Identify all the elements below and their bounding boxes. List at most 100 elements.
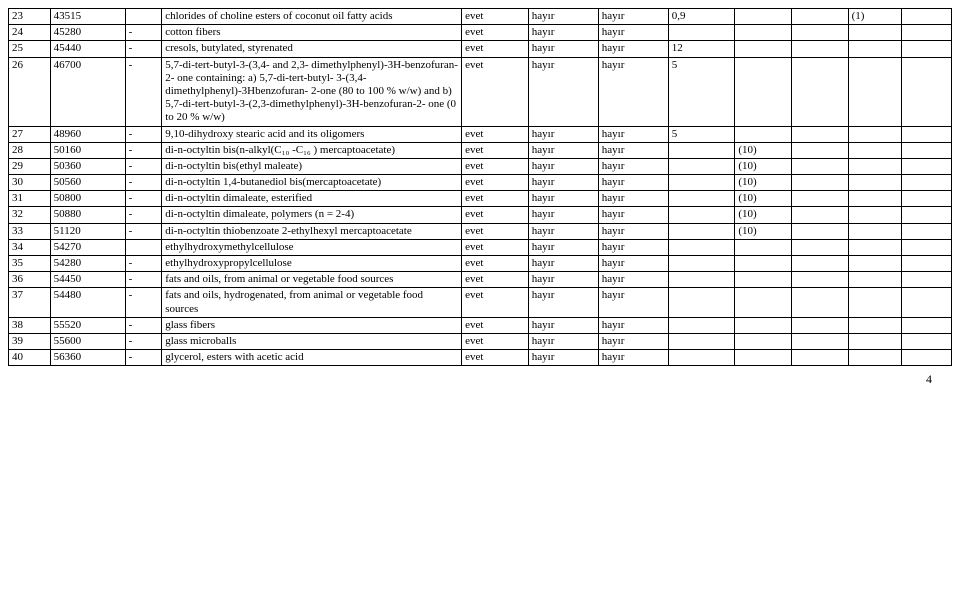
table-cell	[901, 350, 951, 366]
table-row: 2545440-cresols, butylated, styrenatedev…	[9, 41, 952, 57]
table-cell: hayır	[528, 272, 598, 288]
table-cell: evet	[462, 175, 529, 191]
table-cell	[792, 223, 849, 239]
table-cell: 46700	[50, 57, 125, 126]
table-cell	[848, 317, 901, 333]
table-cell	[668, 175, 735, 191]
table-cell: hayır	[598, 256, 668, 272]
table-cell: hayır	[528, 142, 598, 158]
table-cell	[735, 57, 792, 126]
table-cell: fats and oils, from animal or vegetable …	[162, 272, 462, 288]
table-cell	[792, 272, 849, 288]
table-cell	[901, 175, 951, 191]
table-cell: 50800	[50, 191, 125, 207]
table-cell: hayır	[598, 207, 668, 223]
table-cell	[848, 223, 901, 239]
table-cell: -	[125, 158, 162, 174]
table-cell: hayır	[528, 317, 598, 333]
table-cell: -	[125, 25, 162, 41]
table-cell	[792, 317, 849, 333]
table-cell	[668, 333, 735, 349]
table-cell	[668, 191, 735, 207]
table-row: 3554280-ethylhydroxypropylcelluloseeveth…	[9, 256, 952, 272]
table-cell: hayır	[528, 223, 598, 239]
table-cell	[668, 158, 735, 174]
table-cell: ethylhydroxymethylcellulose	[162, 239, 462, 255]
table-cell: di-n-octyltin 1,4-butanediol bis(mercapt…	[162, 175, 462, 191]
table-cell: 29	[9, 158, 51, 174]
table-cell	[848, 288, 901, 317]
table-cell: chlorides of choline esters of coconut o…	[162, 9, 462, 25]
table-cell	[848, 272, 901, 288]
table-cell: 28	[9, 142, 51, 158]
table-cell	[792, 175, 849, 191]
table-cell: (10)	[735, 223, 792, 239]
table-cell: hayır	[528, 126, 598, 142]
table-cell	[901, 288, 951, 317]
table-cell: 40	[9, 350, 51, 366]
table-cell	[901, 126, 951, 142]
table-cell: 23	[9, 9, 51, 25]
table-cell: fats and oils, hydrogenated, from animal…	[162, 288, 462, 317]
table-row: 2748960-9,10-dihydroxy stearic acid and …	[9, 126, 952, 142]
table-cell	[901, 207, 951, 223]
table-cell	[848, 256, 901, 272]
table-cell: 34	[9, 239, 51, 255]
table-cell: hayır	[528, 256, 598, 272]
table-cell	[792, 191, 849, 207]
table-cell: (1)	[848, 9, 901, 25]
table-cell: hayır	[528, 158, 598, 174]
table-cell: hayır	[598, 288, 668, 317]
table-row: 3050560-di-n-octyltin 1,4-butanediol bis…	[9, 175, 952, 191]
table-cell	[735, 41, 792, 57]
table-cell: hayır	[598, 41, 668, 57]
table-row: 2646700-5,7-di-tert-butyl-3-(3,4- and 2,…	[9, 57, 952, 126]
table-cell: evet	[462, 223, 529, 239]
table-row: 2343515chlorides of choline esters of co…	[9, 9, 952, 25]
table-cell	[848, 142, 901, 158]
table-cell	[848, 207, 901, 223]
table-cell: hayır	[598, 350, 668, 366]
table-cell: hayır	[598, 9, 668, 25]
table-cell: hayır	[598, 175, 668, 191]
table-cell	[848, 350, 901, 366]
table-cell: hayır	[528, 57, 598, 126]
table-cell	[901, 191, 951, 207]
table-cell	[848, 25, 901, 41]
table-row: 2950360-di-n-octyltin bis(ethyl maleate)…	[9, 158, 952, 174]
table-cell: hayır	[598, 239, 668, 255]
table-cell: 56360	[50, 350, 125, 366]
table-cell	[848, 175, 901, 191]
table-cell: di-n-octyltin dimaleate, polymers (n = 2…	[162, 207, 462, 223]
table-cell	[125, 9, 162, 25]
table-cell: cotton fibers	[162, 25, 462, 41]
table-cell: 48960	[50, 126, 125, 142]
table-cell: 39	[9, 333, 51, 349]
table-cell	[901, 239, 951, 255]
table-cell: evet	[462, 158, 529, 174]
table-cell: 45280	[50, 25, 125, 41]
table-cell	[901, 158, 951, 174]
table-cell: (10)	[735, 207, 792, 223]
table-cell	[792, 239, 849, 255]
table-cell: evet	[462, 317, 529, 333]
table-cell: 50360	[50, 158, 125, 174]
table-cell	[792, 158, 849, 174]
table-cell	[901, 41, 951, 57]
table-cell	[735, 126, 792, 142]
table-cell: hayır	[598, 25, 668, 41]
data-table: 2343515chlorides of choline esters of co…	[8, 8, 952, 366]
table-cell: glycerol, esters with acetic acid	[162, 350, 462, 366]
table-cell: 32	[9, 207, 51, 223]
table-cell: 36	[9, 272, 51, 288]
table-cell: -	[125, 126, 162, 142]
table-cell: 54480	[50, 288, 125, 317]
table-cell: 55520	[50, 317, 125, 333]
table-cell: 50880	[50, 207, 125, 223]
table-cell: hayır	[528, 25, 598, 41]
table-cell	[735, 317, 792, 333]
table-row: 3150800-di-n-octyltin dimaleate, esterif…	[9, 191, 952, 207]
table-cell: -	[125, 41, 162, 57]
table-cell: hayır	[598, 126, 668, 142]
table-cell: 54450	[50, 272, 125, 288]
